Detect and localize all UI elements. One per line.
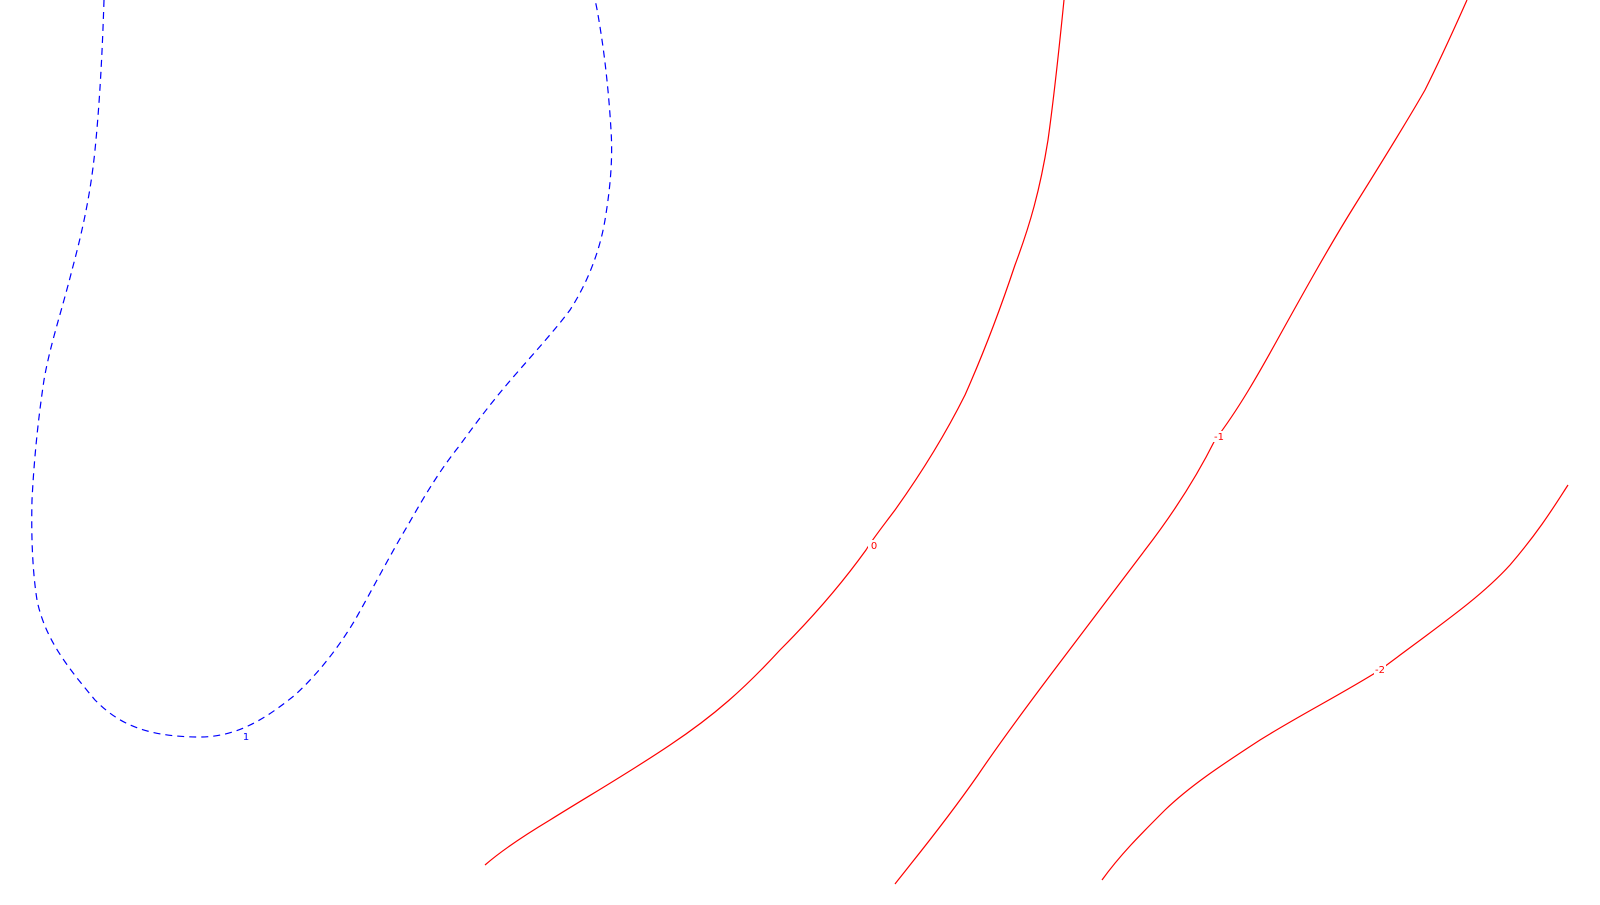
contour-label-level-minus-2: -2 — [1375, 665, 1385, 676]
contour-label-level-minus-1: -1 — [1214, 432, 1224, 443]
contour-label-level-0: 0 — [871, 541, 877, 552]
contour-line-level-minus-2 — [1101, 484, 1569, 881]
contour-label-background — [240, 731, 252, 742]
contour-line-level-minus-1 — [894, 0, 1468, 885]
contour-line-level-0 — [484, 0, 1065, 866]
contour-label-background — [1213, 431, 1225, 442]
contour-line-level-1 — [31, 0, 613, 738]
contour-label-level-1: 1 — [243, 732, 249, 743]
contour-label-background — [868, 540, 880, 551]
contour-label-background — [1374, 664, 1386, 675]
